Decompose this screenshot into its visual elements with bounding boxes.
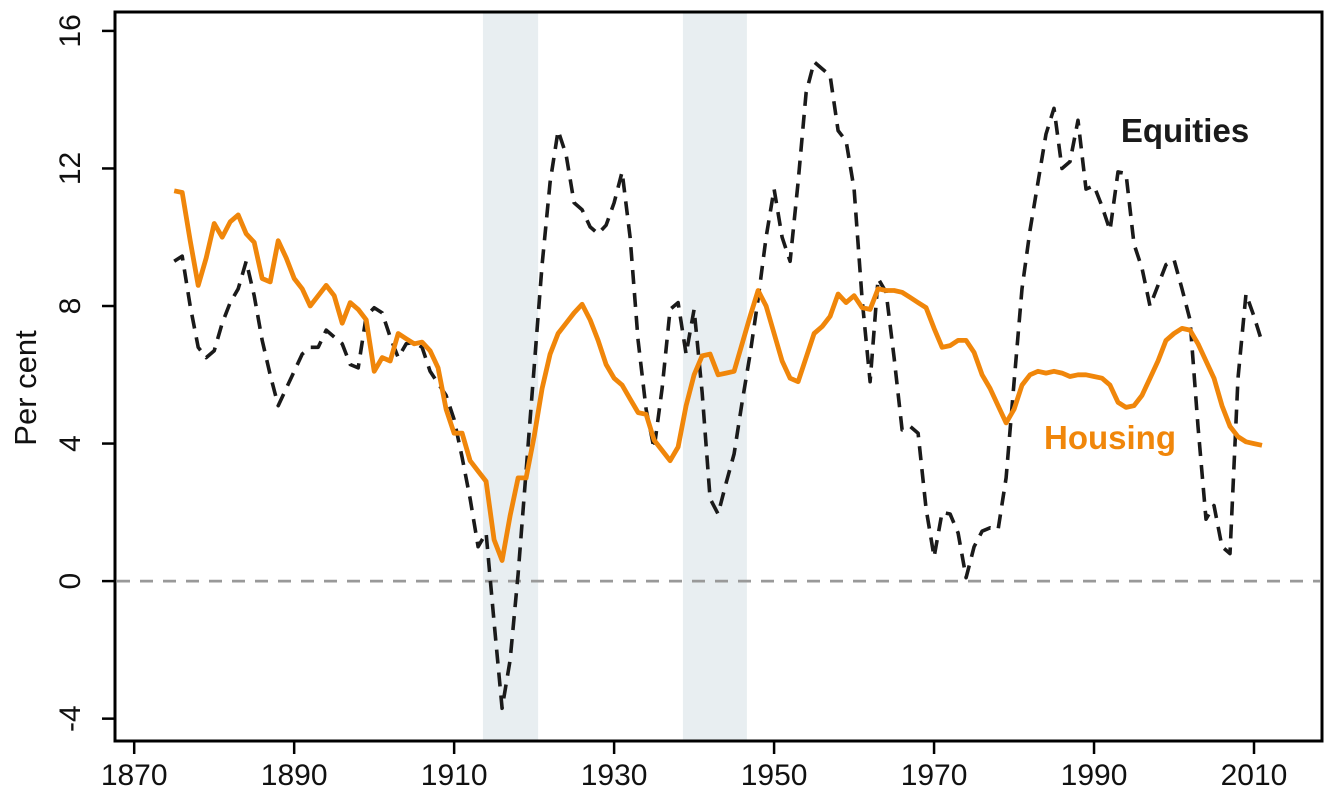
plot-area (173, 60, 1264, 711)
x-tick-label: 1890 (261, 759, 328, 792)
y-tick-label: 12 (54, 152, 87, 185)
y-tick-label: 16 (54, 14, 87, 47)
x-tick-label: 1950 (741, 759, 808, 792)
equities-series-label: Equities (1121, 112, 1249, 149)
y-tick-label: 4 (54, 435, 87, 452)
y-tick-label: 8 (54, 298, 87, 315)
x-tick-label: 1970 (901, 759, 968, 792)
y-tick-label: -4 (54, 705, 87, 732)
housing-series-label: Housing (1044, 419, 1176, 456)
x-tick-label: 1930 (581, 759, 648, 792)
y-tick-label: 0 (54, 573, 87, 590)
x-tick-label: 1870 (101, 759, 168, 792)
x-axis: 1870 1890 1910 1930 1950 1970 1990 2010 (101, 741, 1288, 792)
y-axis: -4 0 4 8 12 16 (54, 14, 115, 732)
x-tick-label: 1990 (1061, 759, 1128, 792)
shaded-band-1 (482, 13, 539, 740)
x-tick-label: 2010 (1221, 759, 1288, 792)
housing-line (173, 188, 1263, 563)
x-tick-label: 1910 (421, 759, 488, 792)
shaded-period-bands (482, 13, 747, 740)
equities-line (173, 60, 1264, 711)
y-axis-title: Per cent (8, 330, 43, 446)
plot-border (113, 10, 1324, 743)
